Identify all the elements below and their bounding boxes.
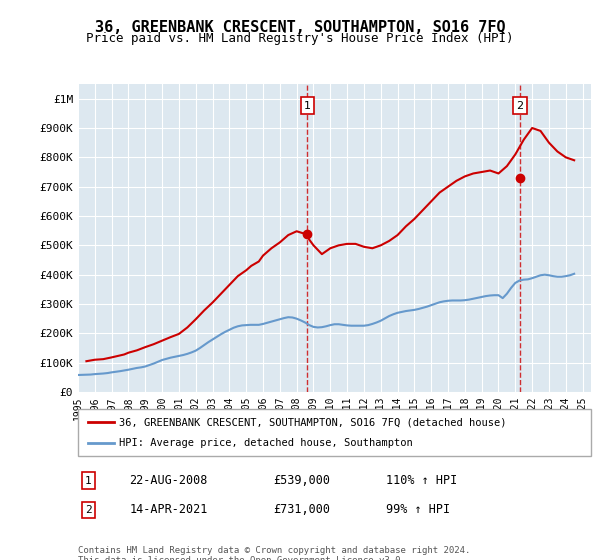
Text: 2: 2 (85, 505, 92, 515)
Text: HPI: Average price, detached house, Southampton: HPI: Average price, detached house, Sout… (119, 438, 413, 448)
Text: 36, GREENBANK CRESCENT, SOUTHAMPTON, SO16 7FQ: 36, GREENBANK CRESCENT, SOUTHAMPTON, SO1… (95, 20, 505, 35)
Text: £731,000: £731,000 (273, 503, 330, 516)
Text: 99% ↑ HPI: 99% ↑ HPI (386, 503, 450, 516)
Text: Price paid vs. HM Land Registry's House Price Index (HPI): Price paid vs. HM Land Registry's House … (86, 32, 514, 45)
FancyBboxPatch shape (78, 409, 591, 456)
Text: 14-APR-2021: 14-APR-2021 (130, 503, 208, 516)
Text: 2: 2 (517, 101, 524, 110)
Text: 1: 1 (304, 101, 311, 110)
Text: 36, GREENBANK CRESCENT, SOUTHAMPTON, SO16 7FQ (detached house): 36, GREENBANK CRESCENT, SOUTHAMPTON, SO1… (119, 417, 506, 427)
Text: 22-AUG-2008: 22-AUG-2008 (130, 474, 208, 487)
Text: 110% ↑ HPI: 110% ↑ HPI (386, 474, 457, 487)
Text: £539,000: £539,000 (273, 474, 330, 487)
Text: 1: 1 (85, 476, 92, 486)
Text: Contains HM Land Registry data © Crown copyright and database right 2024.
This d: Contains HM Land Registry data © Crown c… (78, 546, 470, 560)
